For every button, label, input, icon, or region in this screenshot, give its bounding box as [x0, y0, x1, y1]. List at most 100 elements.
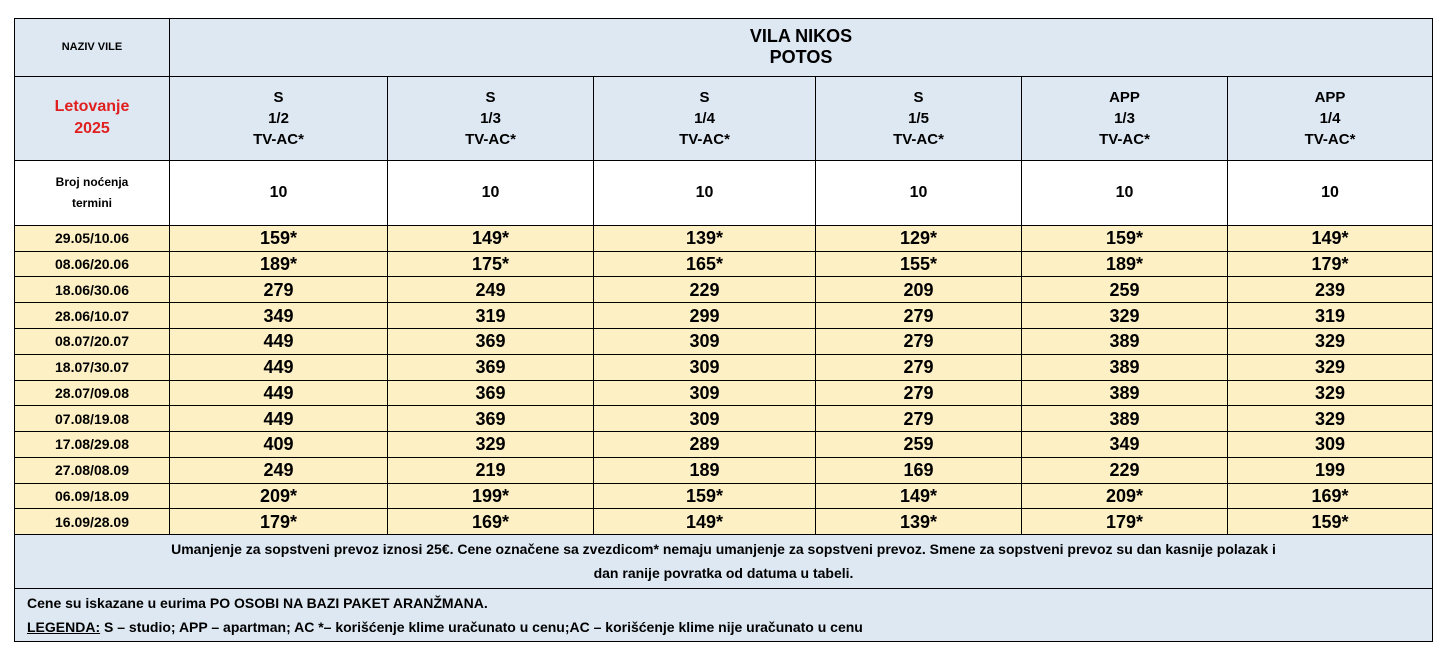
price-cell: 159*	[593, 482, 816, 510]
price-cell: 279	[815, 379, 1022, 407]
price-cell: 249	[169, 456, 388, 484]
price-cell: 209*	[169, 482, 388, 510]
price-cell: 249	[387, 276, 594, 304]
term-date: 28.06/10.07	[14, 302, 170, 329]
term-date: 18.06/30.06	[14, 276, 170, 304]
room-capacity: 1/4	[694, 109, 715, 127]
price-row: 07.08/19.08 449 369 309 279 389 329	[14, 405, 1434, 433]
price-cell: 189*	[1021, 250, 1228, 278]
room-type: S	[485, 88, 496, 106]
room-capacity: 1/3	[480, 109, 501, 127]
price-table: NAZIV VILE VILA NIKOS POTOS Letovanje 20…	[13, 18, 1434, 643]
room-type-header: S 1/2 TV-AC*	[169, 75, 388, 161]
room-equipment: TV-AC*	[253, 130, 304, 148]
price-cell: 155*	[815, 250, 1022, 278]
price-cell: 199*	[387, 482, 594, 510]
legend-row: Cene su iskazane u eurima PO OSOBI NA BA…	[13, 587, 1434, 643]
price-cell: 259	[815, 431, 1022, 458]
transport-note-line1: Umanjenje za sopstveni prevoz iznosi 25€…	[171, 541, 1276, 558]
season-year: 2025	[74, 120, 110, 138]
price-cell: 389	[1021, 405, 1228, 433]
price-cell: 389	[1021, 327, 1228, 355]
nights-count: 10	[169, 159, 388, 226]
price-cell: 199	[1226, 456, 1434, 484]
price-cell: 449	[169, 353, 388, 381]
price-cell: 179*	[169, 508, 388, 536]
price-cell: 369	[387, 405, 594, 433]
price-row: 08.07/20.07 449 369 309 279 389 329	[14, 327, 1434, 355]
price-cell: 229	[1021, 456, 1228, 484]
price-cell: 329	[1021, 302, 1228, 329]
price-cell: 279	[169, 276, 388, 304]
price-cell: 169	[815, 456, 1022, 484]
price-cell: 169*	[1226, 482, 1434, 510]
price-cell: 309	[593, 405, 816, 433]
price-cell: 279	[815, 353, 1022, 381]
price-cell: 279	[815, 405, 1022, 433]
room-type: APP	[1314, 88, 1346, 106]
room-equipment: TV-AC*	[1304, 130, 1356, 148]
legend-text: S – studio; APP – apartman; AC *– korišć…	[100, 618, 863, 635]
price-cell: 159*	[1226, 508, 1434, 536]
price-cell: 149*	[1226, 224, 1434, 252]
term-date: 08.06/20.06	[14, 250, 170, 278]
term-date: 08.07/20.07	[14, 327, 170, 355]
room-type-header: S 1/4 TV-AC*	[593, 75, 816, 161]
legend-line: LEGENDA: S – studio; APP – apartman; AC …	[27, 615, 1432, 639]
room-type-header: S 1/5 TV-AC*	[815, 75, 1022, 161]
villa-label: NAZIV VILE	[14, 18, 170, 77]
price-cell: 175*	[387, 250, 594, 278]
transport-note: Umanjenje za sopstveni prevoz iznosi 25€…	[13, 534, 1434, 589]
room-type: S	[913, 88, 924, 106]
prices-note: Cene su iskazane u eurima PO OSOBI NA BA…	[27, 594, 488, 611]
price-cell: 299	[593, 302, 816, 329]
room-equipment: TV-AC*	[893, 130, 944, 148]
price-cell: 209*	[1021, 482, 1228, 510]
price-cell: 309	[593, 353, 816, 381]
price-cell: 209	[815, 276, 1022, 304]
term-date: 28.07/09.08	[14, 379, 170, 407]
room-type-row: Letovanje 2025 S 1/2 TV-AC* S 1/3 TV-AC* S 1/4 T…	[14, 75, 1434, 161]
price-row: 29.05/10.06 159* 149* 139* 129* 159* 149*	[14, 224, 1434, 252]
price-cell: 159*	[1021, 224, 1228, 252]
season-label: Letovanje	[54, 98, 130, 116]
price-cell: 349	[1021, 431, 1228, 458]
price-cell: 389	[1021, 379, 1228, 407]
price-cell: 449	[169, 327, 388, 355]
price-cell: 369	[387, 327, 594, 355]
price-row: 28.06/10.07 349 319 299 279 329 319	[14, 302, 1434, 329]
villa-header-row: NAZIV VILE VILA NIKOS POTOS	[14, 18, 1434, 77]
nights-count: 10	[815, 159, 1022, 226]
price-cell: 179*	[1226, 250, 1434, 278]
room-equipment: TV-AC*	[1099, 130, 1150, 148]
price-cell: 329	[1226, 353, 1434, 381]
price-row: 18.07/30.07 449 369 309 279 389 329	[14, 353, 1434, 381]
price-cell: 319	[387, 302, 594, 329]
room-capacity: 1/5	[908, 109, 929, 127]
room-type: S	[273, 88, 284, 106]
price-cell: 369	[387, 353, 594, 381]
transport-note-row: Umanjenje za sopstveni prevoz iznosi 25€…	[13, 534, 1434, 589]
price-cell: 329	[1226, 405, 1434, 433]
room-equipment: TV-AC*	[679, 130, 730, 148]
room-type: APP	[1109, 88, 1140, 106]
villa-location: POTOS	[769, 47, 833, 68]
term-date: 06.09/18.09	[14, 482, 170, 510]
term-date: 07.08/19.08	[14, 405, 170, 433]
price-row: 06.09/18.09 209* 199* 159* 149* 209* 169*	[14, 482, 1434, 510]
room-capacity: 1/3	[1114, 109, 1135, 127]
room-type-header: APP 1/4 TV-AC*	[1226, 75, 1434, 161]
price-cell: 319	[1226, 302, 1434, 329]
term-date: 16.09/28.09	[14, 508, 170, 536]
villa-name: VILA NIKOS	[749, 26, 853, 47]
price-cell: 309	[593, 379, 816, 407]
price-cell: 279	[815, 302, 1022, 329]
nights-label: Broj noćenja	[55, 174, 129, 189]
season-cell: Letovanje 2025	[14, 75, 170, 161]
villa-title: VILA NIKOS POTOS	[168, 18, 1434, 77]
price-cell: 409	[169, 431, 388, 458]
price-row: 27.08/08.09 249 219 189 169 229 199	[14, 456, 1434, 484]
price-cell: 329	[387, 431, 594, 458]
price-cell: 179*	[1021, 508, 1228, 536]
nights-count: 10	[1226, 159, 1434, 226]
